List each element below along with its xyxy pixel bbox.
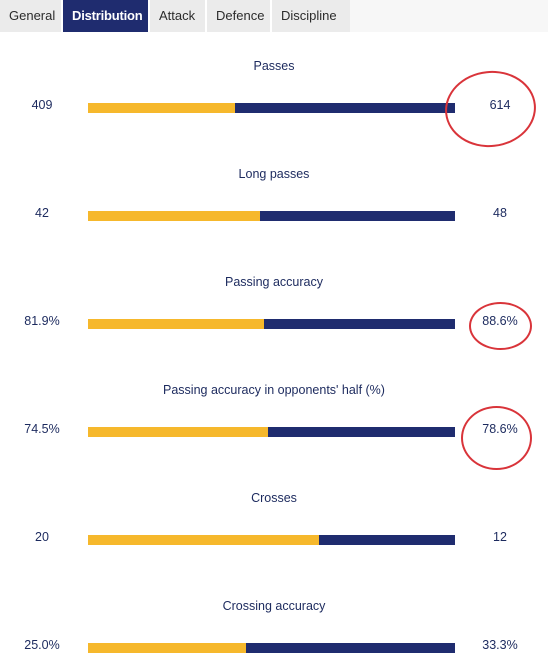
home-bar-fill [88,427,268,437]
home-value: 25.0% [24,638,60,652]
stat-label: Long passes [238,167,310,181]
home-bar-fill [88,535,320,545]
home-value: 42 [35,206,49,220]
tab-discipline[interactable]: Discipline [272,0,351,32]
home-bar-fill [88,643,246,653]
stat-label: Crossing accuracy [222,599,326,613]
comparison-bar [88,535,455,545]
away-value: 12 [493,530,507,544]
home-bar-fill [88,319,265,329]
comparison-bar [88,427,455,437]
stat-row-crosses: Crosses 20 12 [0,491,548,591]
stat-label: Passing accuracy in opponents' half (%) [163,383,385,397]
stats-tab-bar: General Distribution Attack Defence Disc… [0,0,353,32]
away-value: 78.6% [482,422,518,436]
away-value: 33.3% [482,638,518,652]
comparison-bar [88,643,455,653]
stat-label: Crosses [251,491,297,505]
home-bar-fill [88,211,261,221]
stat-label: Passes [253,59,295,73]
stat-row-long-passes: Long passes 42 48 [0,167,548,267]
away-value: 88.6% [482,314,518,328]
stat-row-passes: Passes 409 614 [0,59,548,159]
tab-general[interactable]: General [0,0,61,32]
away-value: 48 [493,206,507,220]
comparison-bar [88,319,455,329]
stat-label: Passing accuracy [225,275,323,289]
comparison-bar [88,211,455,221]
tab-defence[interactable]: Defence [207,0,270,32]
away-value: 614 [489,98,511,112]
tab-attack[interactable]: Attack [150,0,205,32]
stat-row-passing-accuracy: Passing accuracy 81.9% 88.6% [0,275,548,375]
stat-row-crossing-accuracy: Crossing accuracy 25.0% 33.3% [0,599,548,671]
tab-distribution[interactable]: Distribution [63,0,148,32]
home-bar-fill [88,103,235,113]
home-value: 81.9% [24,314,60,328]
tab-bar-filler [350,0,548,32]
home-value: 20 [35,530,49,544]
home-value: 409 [31,98,53,112]
home-value: 74.5% [24,422,60,436]
stat-row-passing-accuracy-opponents-half: Passing accuracy in opponents' half (%) … [0,383,548,483]
comparison-bar [88,103,455,113]
